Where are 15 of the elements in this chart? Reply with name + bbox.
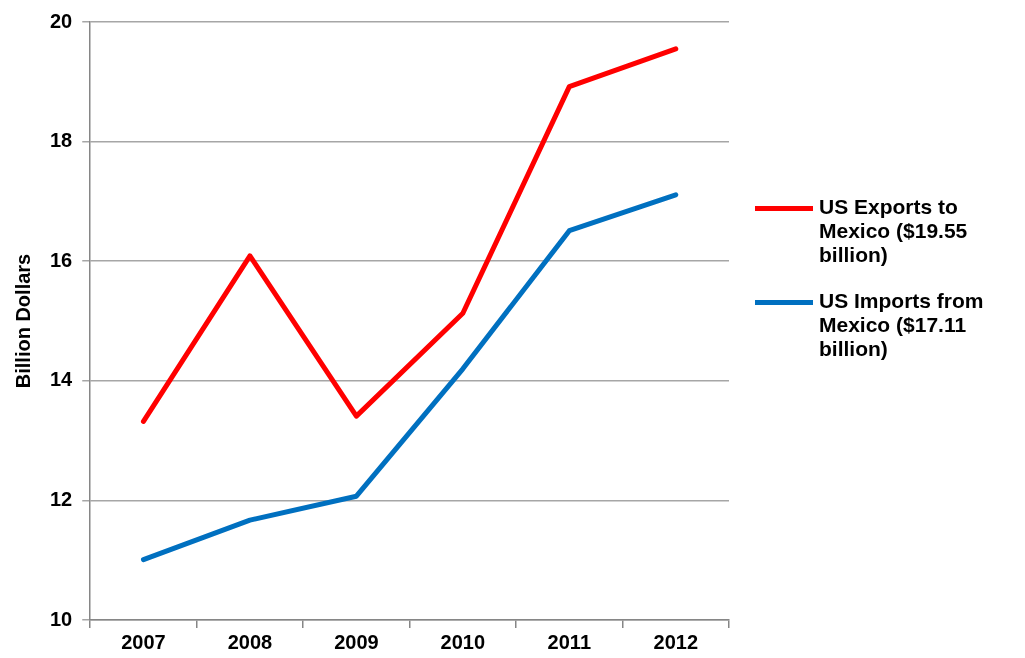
y-tick-label: 10	[50, 607, 73, 630]
y-tick-label: 12	[50, 487, 73, 510]
y-tick-label: 16	[50, 248, 73, 271]
y-tick-label: 14	[50, 368, 74, 391]
x-tick-label: 2007	[121, 630, 166, 653]
legend-label: US Imports from Mexico ($17.11 billion)	[819, 289, 985, 361]
x-tick-label: 2008	[227, 630, 273, 653]
y-tick-label: 20	[50, 9, 73, 32]
x-tick-label: 2010	[440, 630, 486, 653]
x-tick-label: 2009	[334, 630, 379, 653]
y-axis-title: Billion Dollars	[11, 253, 34, 389]
x-tick-label: 2011	[547, 630, 592, 653]
x-tick-label: 2012	[653, 630, 699, 653]
legend-label: US Exports to Mexico ($19.55 billion)	[819, 195, 969, 267]
y-tick-label: 18	[50, 129, 73, 152]
